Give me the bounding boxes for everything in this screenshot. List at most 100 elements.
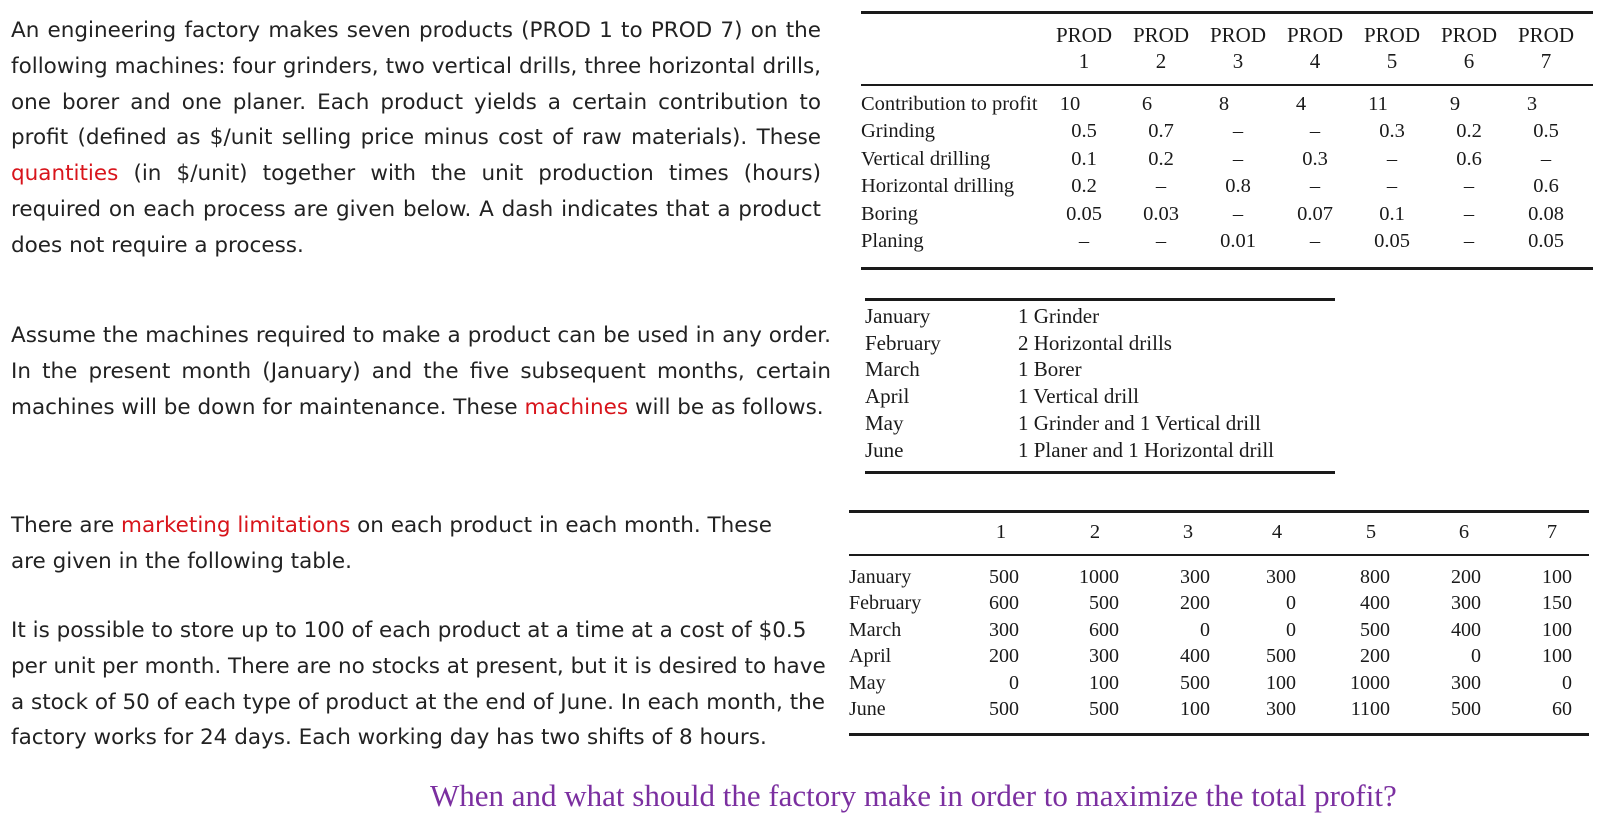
table-cell: 200 [1451,566,1481,588]
month-label: February [865,331,941,355]
column-header: 6 [1458,521,1470,543]
table-cell: 6 [1141,93,1153,115]
month-label: February [849,592,922,614]
table-cell: 0.8 [1225,175,1251,197]
table-cell: 100 [1089,672,1119,694]
table-cell: 100 [1180,698,1210,720]
column-header-number: 6 [1463,49,1475,73]
table-cell: 4 [1295,93,1307,115]
month-label: May [849,672,886,694]
column-header-prod: PROD [1363,23,1421,47]
row-label: Boring [861,203,918,225]
table-cell: 400 [1180,645,1210,667]
marketing-text-1: There are [11,513,122,538]
table-cell: 100 [1542,645,1572,667]
month-label: March [865,357,920,381]
table-cell: 0.3 [1379,120,1405,142]
column-header-prod: PROD [1055,23,1113,47]
table-cell: 400 [1451,619,1481,641]
table-top-rule [865,298,1335,301]
table-cell: 300 [1089,645,1119,667]
row-label: Planing [861,230,924,252]
table-cell: 0.01 [1220,230,1256,252]
table-bottom-rule [849,733,1589,736]
machine-down: 1 Planer and 1 Horizontal drill [1018,438,1275,462]
column-header: 2 [1089,521,1101,543]
table-cell: – [1386,148,1398,170]
machine-down: 2 Horizontal drills [1018,331,1172,355]
table-cell: 300 [1266,566,1296,588]
month-label: June [849,698,886,720]
table-cell: – [1232,120,1244,142]
table-cell: – [1078,230,1090,252]
intro-paragraph: An engineering factory makes seven produ… [11,13,821,264]
table-header-rule [849,554,1589,556]
column-header-prod: PROD [1132,23,1190,47]
table-cell: 1100 [1350,698,1390,720]
table-cell: 100 [1542,619,1572,641]
table-cell: 300 [1451,672,1481,694]
table-cell: – [1155,230,1167,252]
table-cell: – [1232,148,1244,170]
table-cell: 0.2 [1071,175,1097,197]
table-cell: 3 [1526,93,1538,115]
highlight-quantities: quantities [11,161,119,187]
table-cell: 9 [1449,93,1461,115]
table-cell: – [1463,203,1475,225]
table-cell: 300 [1266,698,1296,720]
table-cell: 0.6 [1456,148,1482,170]
table-cell: 600 [1089,619,1119,641]
highlight-marketing-limitations: marketing limitations [121,513,351,538]
month-label: January [849,566,912,588]
table-cell: 60 [1552,698,1572,720]
table-cell: 1000 [1350,672,1390,694]
marketing-text-2: on each product in each month. These are… [11,513,772,574]
machine-down: 1 Borer [1018,357,1082,381]
table-cell: 0 [1200,619,1210,641]
row-label: Contribution to profit [861,93,1038,115]
table-cell: – [1309,175,1321,197]
month-label: April [849,645,892,667]
table-cell: 200 [989,645,1019,667]
table-cell: 0.2 [1148,148,1174,170]
table-cell: – [1155,175,1167,197]
table-cell: 100 [1542,566,1572,588]
table-cell: 0 [1286,592,1296,614]
table-cell: 200 [1360,645,1390,667]
machine-down: 1 Grinder and 1 Vertical drill [1018,411,1261,435]
column-header-prod: PROD [1440,23,1498,47]
table-cell: 500 [1451,698,1481,720]
table-cell: 0.05 [1066,203,1102,225]
table-cell: 300 [1180,566,1210,588]
column-header: 4 [1271,521,1283,543]
table-cell: 500 [1266,645,1296,667]
table-cell: – [1386,175,1398,197]
table-cell: – [1309,230,1321,252]
column-header-prod: PROD [1209,23,1267,47]
table-cell: – [1309,120,1321,142]
table-cell: 0 [1009,672,1019,694]
column-header-number: 7 [1540,49,1552,73]
table-cell: 0.7 [1148,120,1174,142]
column-header-prod: PROD [1286,23,1344,47]
table-cell: 500 [1089,592,1119,614]
table-cell: 0.1 [1379,203,1405,225]
table-top-rule [861,11,1593,14]
table-cell: 500 [1089,698,1119,720]
maintenance-table: January 1 Grinder February 2 Horizontal dri… [865,298,1335,483]
table-cell: 0.5 [1533,120,1559,142]
column-header: 3 [1182,521,1194,543]
table-cell: 400 [1360,592,1390,614]
month-label: May [865,411,904,435]
column-header-number: 5 [1386,49,1398,73]
intro-text-2: (in $/unit) together with the unit produ… [11,161,821,258]
marketing-paragraph: There are marketing limitations on each … [11,508,781,580]
table-header-rule [861,84,1593,86]
table-cell: 1000 [1079,566,1119,588]
table-cell: 500 [1360,619,1390,641]
column-header-number: 2 [1155,49,1167,73]
marketing-limits-table: 1 2 3 4 5 6 7 January 500 1000 300 300 800 200 100 Febr… [849,510,1589,736]
table-cell: 0.05 [1374,230,1410,252]
column-header-number: 1 [1078,49,1090,73]
machine-down: 1 Vertical drill [1018,384,1139,408]
